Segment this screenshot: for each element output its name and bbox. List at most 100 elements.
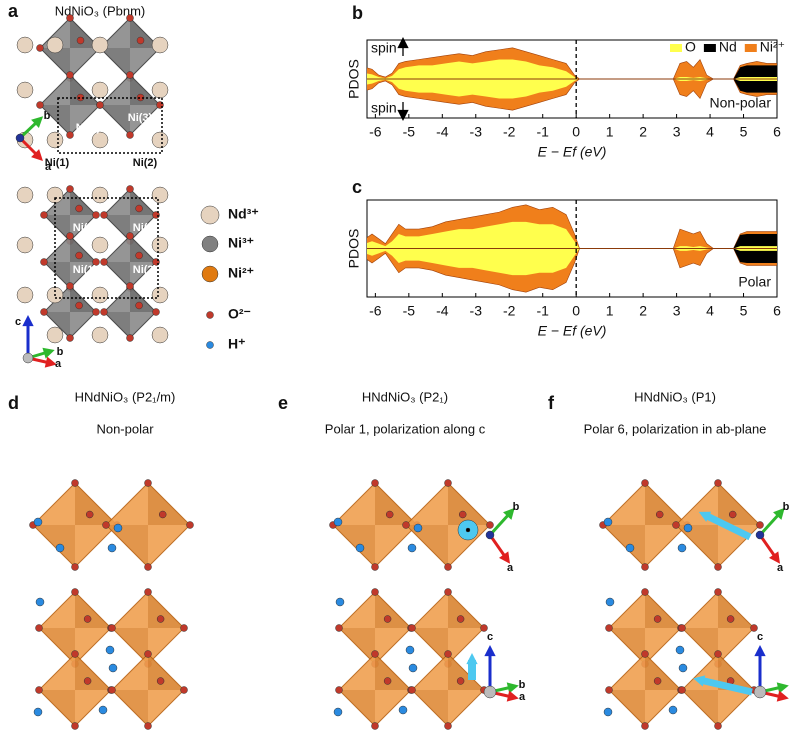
atom <box>206 341 214 349</box>
atom <box>144 563 152 571</box>
atom <box>126 131 134 139</box>
atom <box>728 510 737 519</box>
atom <box>126 14 134 22</box>
atom <box>144 479 152 487</box>
atom <box>444 479 452 487</box>
axis-arrow <box>488 511 512 537</box>
x-tick-label: 3 <box>673 303 681 319</box>
octahedron-face <box>412 628 448 664</box>
octahedron-face <box>100 105 130 135</box>
octahedron-face <box>130 236 156 262</box>
atom <box>76 36 85 45</box>
atom <box>180 686 188 694</box>
arrow-head <box>44 356 57 368</box>
label: c <box>15 316 21 328</box>
annotation: Polar <box>738 274 771 290</box>
arrow-head <box>42 347 55 359</box>
atom <box>66 232 74 240</box>
site-label: Ni(2) <box>133 157 158 169</box>
axis-arrow <box>699 676 753 696</box>
site-label: Ni(3) <box>128 112 153 124</box>
atom <box>355 543 365 553</box>
pdos-area <box>367 79 777 99</box>
atom <box>35 597 45 607</box>
atom <box>753 685 767 699</box>
atom <box>333 517 343 527</box>
octahedron-face <box>676 525 718 567</box>
arrow-head <box>22 315 34 327</box>
panel-label: c <box>352 177 362 197</box>
octahedron-face <box>40 105 70 135</box>
x-tick-label: 0 <box>572 303 580 319</box>
label: a <box>507 562 514 574</box>
atom <box>444 588 452 596</box>
atom <box>335 597 345 607</box>
atom <box>383 615 392 623</box>
atom <box>151 286 169 304</box>
annotation: Non-polar <box>710 95 772 111</box>
atom <box>333 707 343 717</box>
axis-arrow <box>758 534 778 559</box>
atom <box>92 258 100 266</box>
atom <box>641 588 649 596</box>
x-tick-label: 4 <box>706 124 714 140</box>
octahedron-face <box>339 628 375 664</box>
atom <box>408 624 416 632</box>
arrow-head <box>506 690 519 702</box>
atom <box>105 645 115 655</box>
y-axis-title: PDOS <box>346 59 362 99</box>
atom <box>71 650 79 658</box>
atom <box>668 705 678 715</box>
label: a <box>777 562 784 574</box>
arrow-head <box>499 551 510 564</box>
panel-title: HNdNiO₃ (P2₁) <box>362 389 448 404</box>
atom <box>158 510 167 519</box>
panel-label: a <box>8 1 19 21</box>
arrow-head <box>397 109 409 121</box>
octahedron-face <box>682 628 718 664</box>
panel-title: HNdNiO₃ (P1) <box>634 389 716 404</box>
octahedron-face <box>682 690 718 726</box>
atom <box>653 615 662 623</box>
octahedron-face <box>448 483 490 525</box>
atom <box>407 543 417 553</box>
atom <box>66 282 74 290</box>
label: b <box>513 501 520 513</box>
atom <box>678 624 686 632</box>
atom <box>625 543 635 553</box>
atom <box>126 185 134 193</box>
atom <box>98 705 108 715</box>
octahedron-face <box>33 525 75 567</box>
x-tick-label: -5 <box>403 303 416 319</box>
atom <box>135 301 143 310</box>
atom <box>335 624 343 632</box>
atom <box>35 686 43 694</box>
octahedron-face <box>645 592 681 628</box>
atom <box>714 563 722 571</box>
atom <box>180 624 188 632</box>
arrow-head <box>776 690 789 702</box>
x-axis-title: E − Ef (eV) <box>538 323 607 339</box>
x-tick-label: 0 <box>572 124 580 140</box>
atom <box>456 615 465 623</box>
octahedron-face <box>100 48 130 78</box>
atom <box>444 563 452 571</box>
x-tick-label: 1 <box>606 303 614 319</box>
panel-label: b <box>352 3 363 23</box>
atom <box>371 722 379 730</box>
atom <box>46 326 64 344</box>
octahedron-face <box>75 483 117 525</box>
label: c <box>487 631 493 643</box>
atom <box>35 624 43 632</box>
octahedron-face <box>718 483 760 525</box>
atom <box>726 615 735 623</box>
arrow-head <box>503 507 515 520</box>
atom <box>371 650 379 658</box>
octahedron-face <box>645 654 681 690</box>
spin-label: spin <box>371 100 397 116</box>
pdos-area <box>367 221 777 249</box>
panel-label: f <box>548 393 555 413</box>
site-label: Ni(3) <box>133 222 158 234</box>
label: b <box>519 679 526 691</box>
x-tick-label: 4 <box>706 303 714 319</box>
